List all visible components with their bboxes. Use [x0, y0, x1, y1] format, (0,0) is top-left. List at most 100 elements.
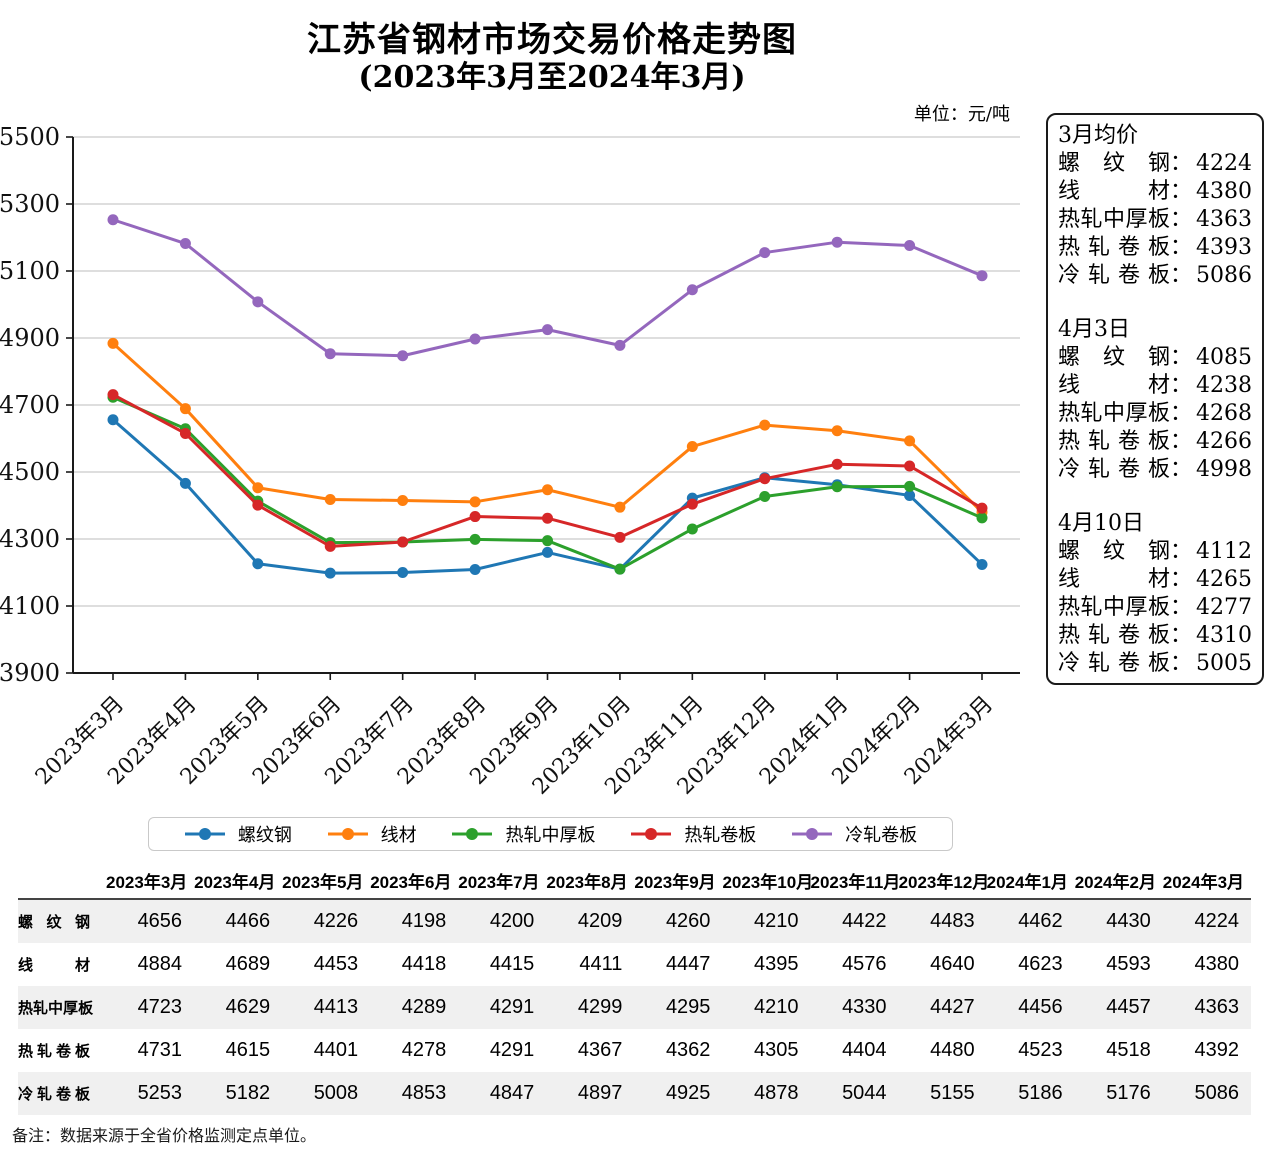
data-point-rebar	[107, 414, 119, 426]
series-line-cold-rolled-coil	[112, 218, 983, 358]
price-data-table: 2023年3月 2023年4月 2023年5月 2023年6月 2023年7月 2023年…	[18, 862, 1251, 1115]
y-axis-tick-label: 5500	[0, 125, 60, 151]
label-char: 冷	[1058, 263, 1081, 288]
summary-section-title: 3月均价	[1058, 123, 1138, 148]
data-point-cold-rolled-coil	[686, 284, 698, 296]
data-point-cold-rolled-coil	[107, 214, 119, 226]
summary-row-value: 4380	[1196, 179, 1252, 204]
summary-row-label: 螺纹钢	[1058, 344, 1170, 372]
table-cell: 4453	[313, 953, 359, 975]
data-point-rebar	[976, 558, 988, 570]
table-cell: 4480	[930, 1039, 975, 1061]
legend-label: 螺纹钢	[237, 825, 292, 846]
label-char: 板	[78, 1000, 94, 1017]
summary-row-value: 4277	[1196, 595, 1252, 620]
label-char: 轧	[36, 1086, 52, 1103]
table-row-label: 冷轧卷板	[18, 1083, 90, 1104]
table-cell: 4457	[1106, 996, 1151, 1018]
table-cell: 4363	[1194, 996, 1240, 1018]
label-char: 热	[1058, 623, 1081, 648]
summary-row-label: 热轧卷板	[1058, 428, 1170, 456]
data-point-medium-plate	[759, 490, 771, 502]
label-char: 螺	[18, 914, 34, 931]
data-point-cold-rolled-coil	[759, 247, 771, 259]
table-cell: 4210	[754, 910, 799, 932]
table-row-label-cell: 热轧中厚板	[18, 986, 106, 1029]
table-cell: 5253	[137, 1082, 183, 1104]
data-point-hot-rolled-coil	[397, 536, 409, 548]
label-char: 轧	[36, 1043, 52, 1060]
summary-colon: ：	[1170, 539, 1193, 564]
table-cell: 4689	[225, 953, 271, 975]
table-cell: 4447	[665, 953, 711, 975]
table-cell: 4295	[665, 996, 711, 1018]
data-point-wire-rod	[904, 435, 916, 447]
table-cell: 4422	[842, 910, 887, 932]
price-summary-panel: 3月均价螺纹钢： 4224 线材： 4380 热轧中厚板： 4363 热轧卷板： 4393 冷轧…	[1046, 113, 1264, 685]
table-row-rebar: 螺纹钢 4656 4466 4226 4198 4200 4209 4260 4210 4422 4…	[18, 899, 1251, 943]
summary-row-value: 4310	[1196, 623, 1252, 648]
table-cell: 4411	[579, 953, 623, 975]
summary-row: 线材： 4380	[1058, 178, 1252, 206]
table-row-cold-rolled-coil: 冷轧卷板 5253 5182 5008 4853 4847 4897 4925 4878 5044…	[18, 1072, 1251, 1115]
legend-item-medium-plate: 热轧中厚板	[451, 821, 595, 847]
label-char: 纹	[46, 914, 62, 931]
table-cell: 4731	[137, 1039, 183, 1061]
data-point-hot-rolled-coil	[759, 473, 771, 485]
label-char: 热	[1058, 595, 1081, 620]
summary-colon: ：	[1170, 151, 1193, 176]
data-point-cold-rolled-coil	[976, 270, 988, 282]
table-cell: 4415	[489, 953, 535, 975]
table-cell: 4656	[137, 910, 183, 932]
legend-marker-cold-rolled-coil-icon	[792, 828, 833, 840]
label-char: 纹	[1102, 151, 1125, 176]
label-char: 线	[18, 957, 34, 974]
label-char: 冷	[1058, 457, 1081, 482]
label-char: 线	[1058, 179, 1081, 204]
table-row-hot-rolled-coil: 热轧卷板 4731 4615 4401 4278 4291 4367 4362 4305 4404…	[18, 1029, 1251, 1072]
data-point-wire-rod	[831, 425, 843, 437]
label-char: 板	[1147, 235, 1170, 260]
legend-label: 线材	[380, 825, 417, 846]
table-row-label: 螺纹钢	[18, 911, 90, 932]
summary-row-value: 4266	[1196, 429, 1252, 454]
legend-label: 冷轧卷板	[845, 825, 918, 846]
summary-row-value: 4224	[1196, 151, 1252, 176]
table-cell: 4392	[1194, 1039, 1240, 1061]
data-point-medium-plate	[904, 480, 916, 492]
summary-colon: ：	[1170, 263, 1193, 288]
label-char: 热	[1058, 429, 1081, 454]
label-char: 轧	[1087, 623, 1110, 648]
data-point-hot-rolled-coil	[831, 458, 843, 470]
table-cell: 4291	[489, 1039, 535, 1061]
summary-colon: ：	[1170, 623, 1193, 648]
label-char: 热	[1058, 207, 1081, 232]
label-char: 螺	[1058, 539, 1081, 564]
summary-row-label: 螺纹钢	[1058, 150, 1170, 178]
y-axis-tick-label: 4100	[0, 592, 60, 620]
table-cell: 4209	[577, 910, 623, 932]
summary-row-value: 4363	[1196, 207, 1252, 232]
summary-row-value: 5086	[1196, 263, 1252, 288]
unit-label: 单位：元/吨	[913, 104, 1010, 125]
table-cell: 4380	[1194, 953, 1240, 975]
data-point-wire-rod	[469, 496, 481, 508]
table-cell: 4198	[401, 910, 447, 932]
table-cell: 4518	[1106, 1039, 1151, 1061]
summary-row-value: 4268	[1196, 401, 1252, 426]
summary-row-value: 4998	[1196, 457, 1252, 482]
label-char: 板	[1147, 623, 1170, 648]
data-point-cold-rolled-coil	[904, 240, 916, 252]
summary-row: 热轧卷板： 4266	[1058, 428, 1252, 456]
data-point-cold-rolled-coil	[324, 348, 336, 360]
data-point-medium-plate	[542, 535, 553, 547]
summary-row-value: 4112	[1196, 539, 1252, 564]
legend-marker-medium-plate-icon	[452, 828, 493, 840]
table-header-cell: 2023年3月	[106, 862, 195, 900]
table-cell: 4404	[842, 1039, 887, 1061]
label-char: 卷	[1117, 235, 1140, 260]
label-char: 螺	[1058, 345, 1081, 370]
table-row-label: 热轧中厚板	[18, 997, 94, 1018]
data-point-wire-rod	[686, 441, 698, 453]
label-char: 卷	[1117, 429, 1140, 454]
